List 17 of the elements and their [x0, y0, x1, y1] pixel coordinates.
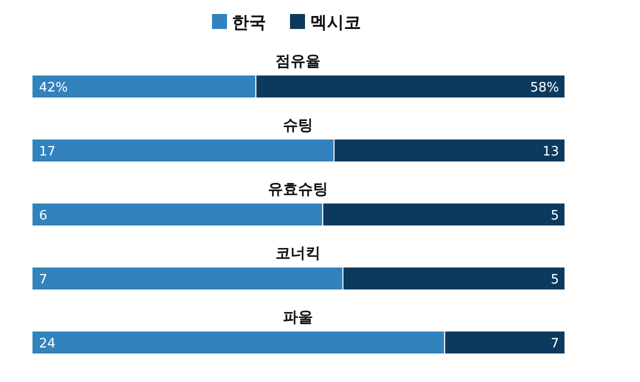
data-label: 17 [39, 144, 56, 160]
text: 멕시코 [310, 13, 361, 33]
chart-title: 파울 [283, 308, 313, 326]
data-label: 7 [39, 272, 48, 288]
data-label: 6 [39, 208, 48, 224]
data-label: 24 [39, 336, 56, 352]
data-label: 42% [39, 80, 68, 96]
data-label: 5 [550, 208, 559, 224]
chart-title: 점유율 [276, 52, 320, 70]
data-label: 7 [550, 336, 559, 352]
chart-title: 유효슈팅 [268, 180, 328, 198]
chart-title: 코너킥 [276, 244, 320, 262]
data-label: 13 [542, 144, 559, 160]
data-label: 58% [530, 80, 559, 96]
legend-label: 한국 [232, 13, 266, 33]
chart-title: 슈팅 [283, 116, 313, 134]
data-label: 5 [550, 272, 559, 288]
